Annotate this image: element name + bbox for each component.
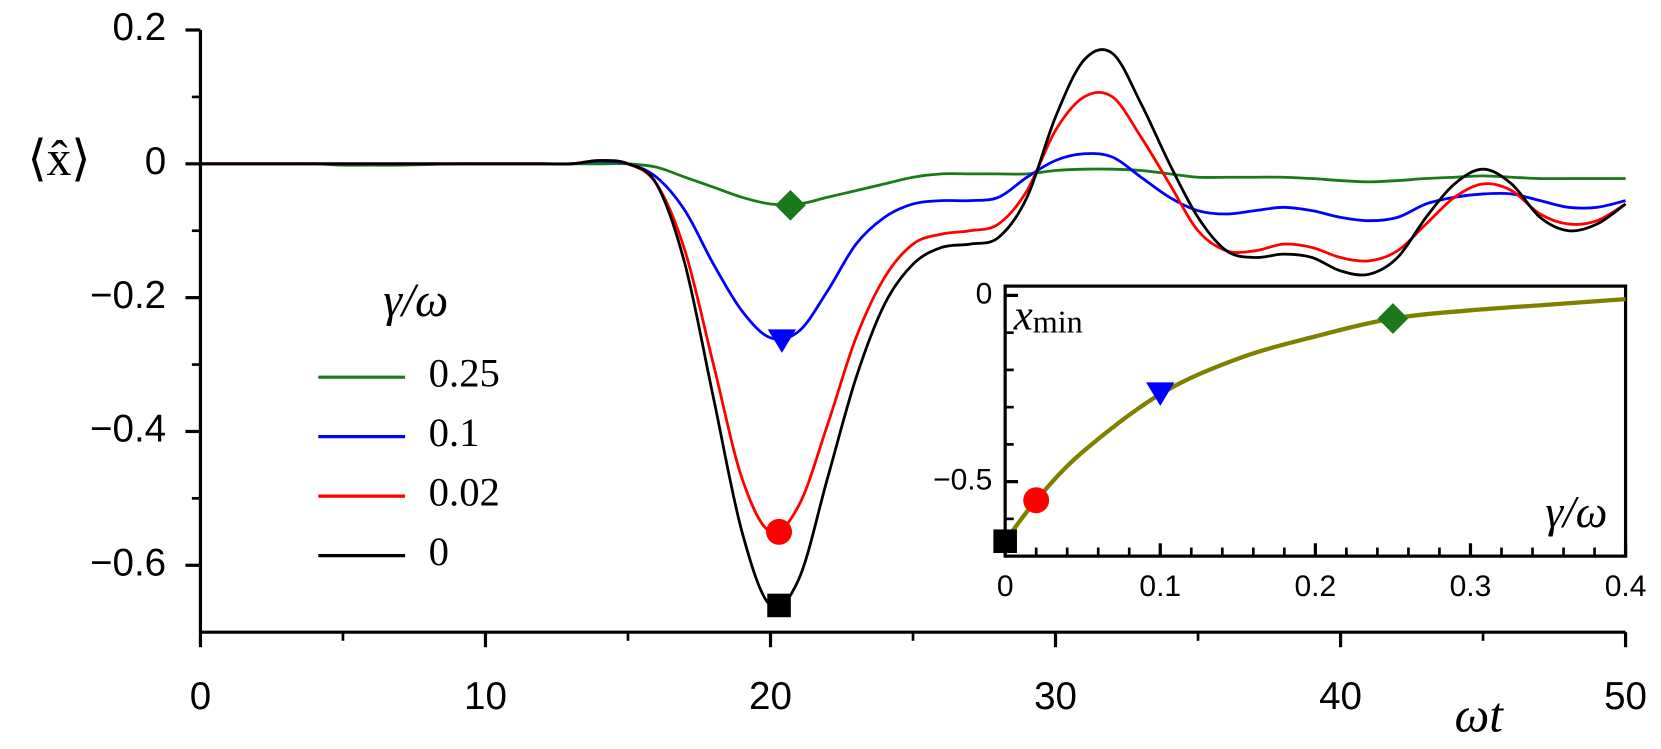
- x-tick-label: 20: [749, 675, 792, 718]
- series-line: [200, 48, 1627, 609]
- legend-label: 0: [429, 529, 449, 574]
- x-tick-label: 0.1: [1139, 570, 1181, 603]
- x-tick-label: 50: [1604, 675, 1647, 718]
- y-tick-label: −0.2: [90, 274, 166, 317]
- x-tick-label: 0.3: [1450, 570, 1492, 603]
- legend-title: γ/ω: [383, 275, 448, 327]
- legend-label: 0.25: [429, 351, 500, 396]
- inset-y-label: xmin: [1013, 292, 1083, 340]
- marker: [1146, 382, 1175, 406]
- y-tick-label: −0.6: [90, 541, 166, 584]
- legend-label: 0.02: [429, 469, 500, 514]
- marker: [775, 189, 806, 221]
- marker: [993, 529, 1017, 554]
- y-tick-label: 0: [976, 277, 993, 310]
- x-tick-label: 30: [1034, 675, 1077, 718]
- legend-label: 0.1: [429, 410, 480, 455]
- y-tick-label: −0.5: [933, 464, 992, 497]
- y-tick-label: 0.2: [113, 6, 167, 49]
- inset-y-label-sub: min: [1033, 304, 1083, 340]
- marker: [1023, 487, 1050, 514]
- y-tick-label: −0.4: [90, 408, 166, 451]
- marker: [767, 593, 791, 618]
- y-tick-label: 0: [145, 140, 166, 183]
- series-line: [200, 162, 1626, 207]
- inset-y-label-base: x: [1013, 292, 1033, 339]
- x-tick-label: 0.4: [1605, 570, 1647, 603]
- marker: [1377, 303, 1409, 334]
- inset-x-label: γ/ω: [1545, 487, 1607, 537]
- inset-frame: [1003, 284, 1628, 558]
- x-axis-label: ωt: [1455, 687, 1505, 742]
- x-tick-label: 10: [464, 675, 507, 718]
- x-tick-label: 40: [1319, 675, 1362, 718]
- marker: [766, 518, 793, 545]
- series-line: [1003, 296, 1626, 543]
- x-tick-label: 0: [997, 570, 1014, 603]
- y-axis-label: ⟨x̂⟩: [27, 131, 90, 186]
- x-tick-label: 0: [190, 675, 211, 718]
- marker: [767, 329, 797, 353]
- x-tick-label: 0.2: [1295, 570, 1337, 603]
